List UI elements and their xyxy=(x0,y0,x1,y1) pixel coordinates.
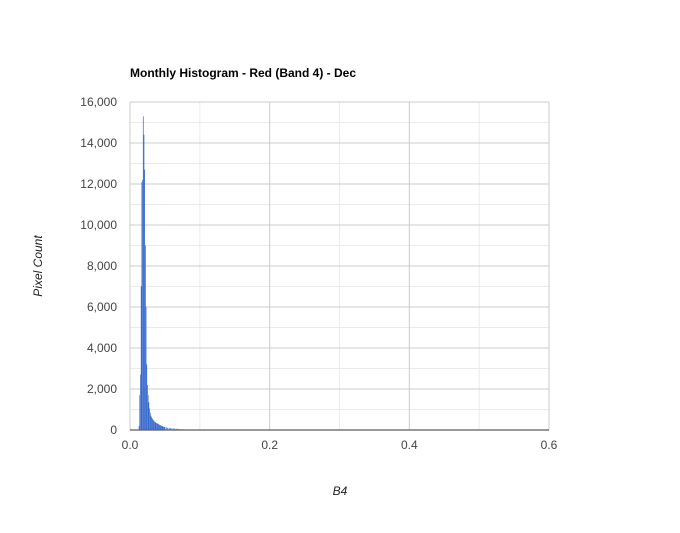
histogram-bar xyxy=(165,427,167,430)
bar-series xyxy=(138,116,536,431)
histogram-bar xyxy=(156,423,158,430)
histogram-bar xyxy=(140,286,142,430)
histogram-bar xyxy=(139,395,141,430)
histogram-bar xyxy=(167,427,169,430)
histogram-bar xyxy=(478,429,480,430)
histogram-bar xyxy=(164,427,166,430)
histogram-bar xyxy=(149,412,151,430)
histogram-bar xyxy=(141,181,143,430)
y-tick-label: 8,000 xyxy=(87,259,117,273)
histogram-bar xyxy=(178,428,180,430)
histogram-bar xyxy=(151,418,153,430)
histogram-bar xyxy=(174,428,176,430)
histogram-bar xyxy=(304,429,305,430)
histogram-bar xyxy=(199,429,201,430)
histogram-bar xyxy=(408,429,410,430)
histogram-bar xyxy=(145,307,147,430)
histogram-bar xyxy=(158,424,160,430)
y-tick-label: 10,000 xyxy=(80,218,117,232)
histogram-bar xyxy=(161,425,162,430)
y-tick-label: 12,000 xyxy=(80,177,117,191)
x-axis-label: B4 xyxy=(333,484,348,498)
histogram-bar xyxy=(162,426,164,430)
tick-labels: 0 2,000 4,000 6,000 8,000 10,000 12,000 14,000 1… xyxy=(80,95,557,452)
histogram-bar xyxy=(213,429,215,430)
histogram-bar xyxy=(206,429,208,430)
histogram-bar xyxy=(144,169,146,430)
y-axis-label: Pixel Count xyxy=(31,235,45,297)
histogram-bar xyxy=(158,424,159,430)
histogram-bar xyxy=(159,425,161,430)
histogram-bar xyxy=(154,422,156,430)
histogram-bar xyxy=(195,429,197,430)
histogram-bar xyxy=(185,429,187,430)
histogram-bar xyxy=(142,179,143,430)
x-tick-label: 0.6 xyxy=(541,438,558,452)
histogram-bar xyxy=(148,402,150,430)
histogram-bar xyxy=(153,420,155,430)
histogram-bar xyxy=(234,429,236,430)
histogram-bar xyxy=(163,426,165,430)
histogram-bar xyxy=(248,429,250,430)
histogram-bar xyxy=(152,419,154,430)
histogram-bar xyxy=(180,429,182,430)
histogram-bar xyxy=(227,429,229,430)
histogram-bar xyxy=(175,428,177,430)
histogram-bar xyxy=(146,364,148,430)
histogram-bar xyxy=(171,428,173,430)
histogram-bar xyxy=(149,408,150,430)
histogram-bar xyxy=(155,422,157,430)
y-tick-label: 16,000 xyxy=(80,95,117,109)
histogram-bar xyxy=(151,417,152,430)
histogram-bar xyxy=(220,429,222,430)
y-tick-label: 14,000 xyxy=(80,136,117,150)
y-tick-label: 4,000 xyxy=(87,341,117,355)
histogram-bar xyxy=(145,245,146,430)
x-tick-label: 0.2 xyxy=(261,438,278,452)
histogram-bar xyxy=(138,425,140,430)
histogram-bar xyxy=(168,427,170,430)
histogram-bar xyxy=(161,426,163,430)
histogram-bar xyxy=(170,428,171,430)
histogram-bar xyxy=(147,384,148,430)
chart-title: Monthly Histogram - Red (Band 4) - Dec xyxy=(130,66,356,80)
histogram-bar xyxy=(182,429,184,430)
histogram-bar xyxy=(339,429,340,430)
histogram-bar xyxy=(163,426,164,430)
histogram-bar xyxy=(269,429,271,430)
histogram-bar xyxy=(534,429,536,430)
histogram-bar xyxy=(147,395,149,430)
histogram-bar xyxy=(154,421,155,430)
grid-lines xyxy=(129,101,550,431)
histogram-bar xyxy=(150,415,152,430)
y-tick-label: 0 xyxy=(110,423,117,437)
x-tick-label: 0.4 xyxy=(401,438,418,452)
histogram-bar xyxy=(177,428,178,430)
histogram-bar xyxy=(160,425,162,430)
x-tick-label: 0.0 xyxy=(122,438,139,452)
histogram-bar xyxy=(189,429,190,430)
histogram-bar xyxy=(140,374,141,430)
histogram-bar xyxy=(192,429,194,430)
histogram-bar xyxy=(172,428,174,430)
histogram-bar xyxy=(157,423,159,430)
y-tick-label: 2,000 xyxy=(87,382,117,396)
y-tick-label: 6,000 xyxy=(87,300,117,314)
histogram-bar xyxy=(143,134,145,431)
histogram-bar xyxy=(156,423,157,430)
histogram-bar xyxy=(142,116,144,430)
